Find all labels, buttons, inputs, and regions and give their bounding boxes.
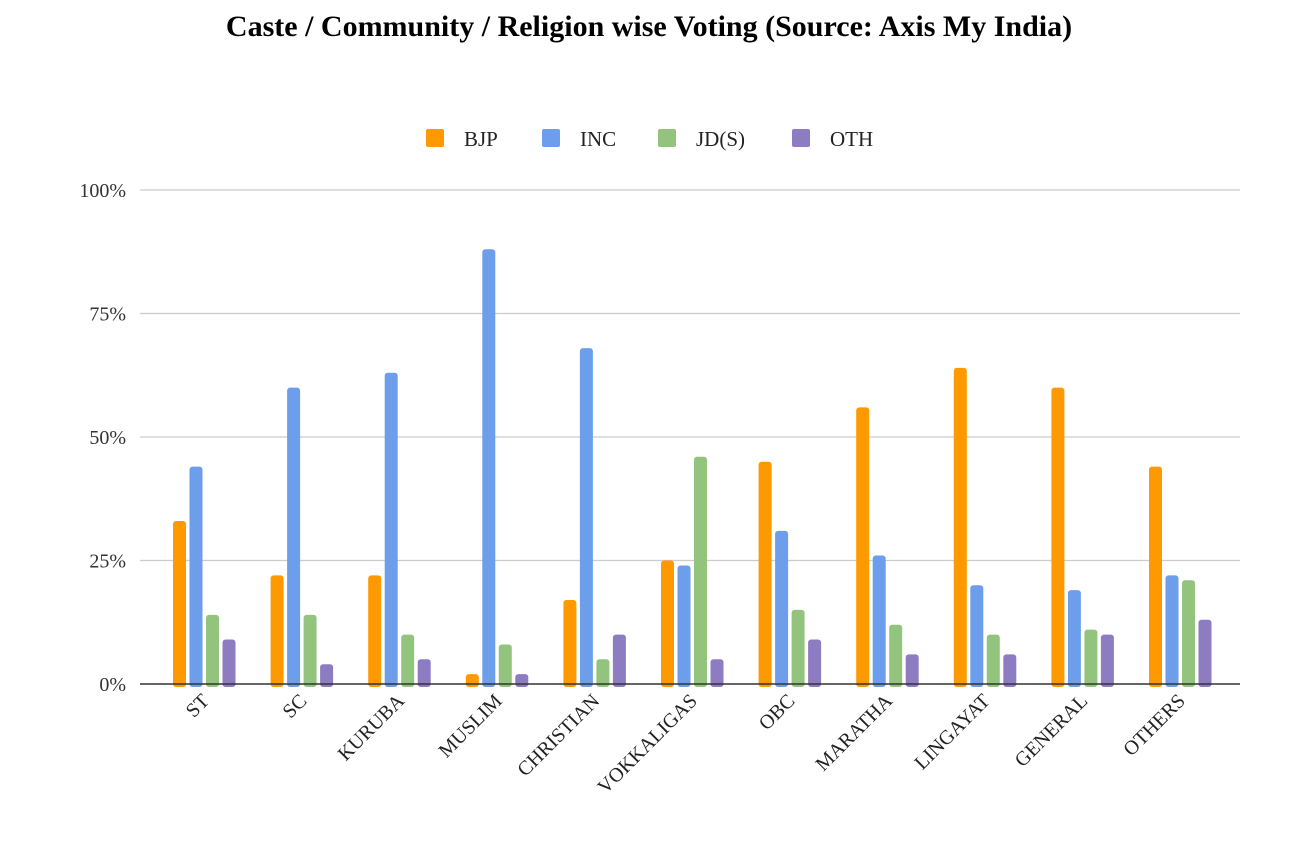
- x-tick-label: MARATHA: [811, 690, 897, 776]
- legend-swatch-inc: [542, 129, 560, 147]
- chart-title: Caste / Community / Religion wise Voting…: [225, 10, 1073, 43]
- legend-swatch-jd(s): [658, 129, 676, 147]
- bar-oth-st: [222, 639, 236, 687]
- bar-jd(s)-sc: [303, 614, 317, 687]
- bar-oth-kuruba: [417, 659, 431, 687]
- x-tick-label: CHRISTIAN: [513, 690, 604, 781]
- bar-jd(s)-others: [1182, 580, 1195, 687]
- bar-jd(s)-vokkaligas: [694, 456, 707, 687]
- x-tick-label: OTHERS: [1119, 690, 1190, 761]
- bar-bjp-maratha: [856, 407, 870, 687]
- x-tick-label: GENERAL: [1011, 690, 1093, 772]
- bar-bjp-muslim: [465, 674, 479, 687]
- bar-inc-maratha: [872, 555, 886, 687]
- bar-jd(s)-muslim: [498, 644, 512, 687]
- bar-inc-kuruba: [384, 372, 398, 687]
- bar-jd(s)-general: [1084, 629, 1098, 687]
- legend-label: BJP: [464, 127, 498, 151]
- bar-bjp-general: [1051, 387, 1065, 687]
- bar-jd(s)-obc: [791, 609, 805, 687]
- bar-bjp-st: [173, 520, 186, 687]
- x-tick-label: ST: [182, 690, 214, 722]
- x-tick-label: LINGAYAT: [910, 690, 994, 774]
- bar-jd(s)-lingayat: [986, 634, 1000, 687]
- bar-oth-sc: [320, 664, 334, 687]
- legend-swatch-oth: [792, 129, 810, 147]
- bar-oth-vokkaligas: [710, 659, 724, 687]
- x-tick-label: VOKKALIGAS: [594, 690, 702, 798]
- x-tick-label: SC: [279, 690, 312, 723]
- bar-bjp-lingayat: [953, 367, 967, 687]
- bar-inc-others: [1165, 575, 1179, 687]
- bar-bjp-others: [1149, 466, 1162, 687]
- bar-jd(s)-kuruba: [401, 634, 415, 687]
- y-tick-label: 50%: [89, 427, 126, 449]
- bar-inc-christian: [579, 348, 593, 687]
- bar-jd(s)-christian: [596, 659, 610, 687]
- bar-bjp-vokkaligas: [661, 560, 674, 687]
- x-tick-label: MUSLIM: [434, 690, 506, 762]
- y-tick-label: 100%: [79, 180, 126, 202]
- bar-inc-lingayat: [970, 585, 984, 687]
- x-tick-label: KURUBA: [334, 690, 410, 766]
- bar-bjp-obc: [758, 461, 772, 687]
- bar-inc-vokkaligas: [677, 565, 691, 687]
- legend-label: JD(S): [696, 127, 745, 151]
- legend-swatch-bjp: [426, 129, 444, 147]
- bar-inc-sc: [287, 387, 301, 687]
- legend-label: INC: [580, 127, 616, 151]
- bar-jd(s)-st: [206, 614, 219, 687]
- bar-bjp-sc: [270, 575, 284, 687]
- bar-jd(s)-maratha: [889, 624, 903, 687]
- bar-oth-others: [1198, 619, 1212, 687]
- legend-label: OTH: [830, 127, 873, 151]
- bar-bjp-christian: [563, 600, 577, 687]
- bar-oth-maratha: [905, 654, 919, 687]
- x-tick-label: OBC: [755, 690, 800, 735]
- bar-oth-obc: [808, 639, 822, 687]
- y-tick-label: 75%: [89, 304, 126, 326]
- bar-bjp-kuruba: [368, 575, 382, 687]
- bar-inc-st: [189, 466, 203, 687]
- bar-oth-general: [1100, 634, 1114, 687]
- bar-inc-obc: [775, 530, 789, 687]
- bar-oth-muslim: [515, 674, 529, 687]
- bar-inc-muslim: [482, 249, 496, 687]
- y-tick-label: 25%: [89, 551, 126, 573]
- bar-inc-general: [1067, 590, 1081, 687]
- bar-oth-christian: [612, 634, 626, 687]
- bar-oth-lingayat: [1003, 654, 1017, 687]
- y-tick-label: 0%: [99, 674, 126, 696]
